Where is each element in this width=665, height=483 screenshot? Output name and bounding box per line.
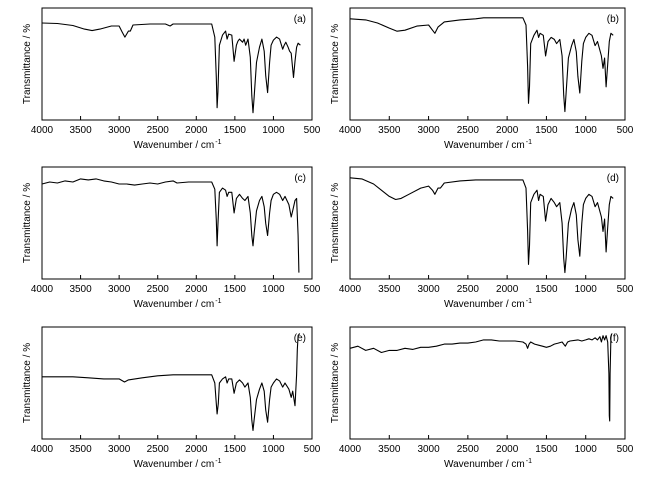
x-tick-label: 3500 (69, 444, 92, 455)
panel-b: (b) Wavenumber / cm -1 Transmittance / %… (330, 7, 634, 151)
panel-label: (a) (294, 14, 306, 25)
x-axis-label: Wavenumber / cm (134, 140, 215, 151)
y-axis-label: Transmittance / % (22, 343, 33, 423)
x-tick-label: 2500 (147, 284, 170, 295)
x-tick-label: 1500 (535, 284, 558, 295)
x-axis-label-superscript: -1 (215, 139, 221, 146)
panel-e: (e) Wavenumber / cm -1 Transmittance / %… (22, 326, 321, 470)
x-tick-label: 3500 (378, 444, 401, 455)
x-tick-label: 3000 (108, 444, 131, 455)
x-tick-label: 4000 (31, 444, 54, 455)
x-tick-label: 1500 (224, 284, 247, 295)
panel-f: (f) Wavenumber / cm -1 Transmittance / %… (330, 326, 634, 470)
y-axis-label: Transmittance / % (22, 24, 33, 104)
x-tick-label: 3500 (378, 125, 401, 136)
x-axis-label: Wavenumber / cm (444, 459, 525, 470)
x-tick-label: 1000 (575, 125, 598, 136)
x-tick-label: 4000 (31, 125, 54, 136)
x-axis-label-superscript: -1 (526, 458, 532, 465)
plot-frame (41, 326, 313, 440)
x-axis-label: Wavenumber / cm (134, 299, 215, 310)
plot-frame (41, 166, 313, 280)
y-axis-label: Transmittance / % (330, 343, 341, 423)
x-tick-label: 4000 (339, 444, 362, 455)
x-tick-label: 3500 (69, 284, 92, 295)
spectrum-line (41, 178, 300, 273)
plot-frame (349, 166, 626, 280)
plot-frame (349, 326, 626, 440)
panel-a: (a) Wavenumber / cm -1 Transmittance / %… (22, 7, 321, 151)
y-axis-label: Transmittance / % (330, 24, 341, 104)
x-tick-label: 3000 (417, 284, 440, 295)
spectrum-line (349, 333, 613, 422)
x-tick-label: 1000 (262, 284, 285, 295)
spectrum-line (41, 22, 301, 114)
x-tick-label: 1500 (224, 125, 247, 136)
x-tick-label: 500 (304, 125, 321, 136)
x-tick-label: 2000 (496, 125, 519, 136)
x-tick-label: 500 (617, 444, 634, 455)
x-tick-label: 500 (304, 284, 321, 295)
x-axis-label: Wavenumber / cm (134, 459, 215, 470)
x-tick-label: 2000 (185, 444, 208, 455)
x-tick-label: 2000 (496, 444, 519, 455)
panel-d: (d) Wavenumber / cm -1 Transmittance / %… (330, 166, 634, 310)
x-axis-label-superscript: -1 (215, 458, 221, 465)
panel-c: (c) Wavenumber / cm -1 Transmittance / %… (22, 166, 321, 310)
y-axis-label: Transmittance / % (22, 183, 33, 263)
x-tick-label: 2500 (147, 444, 170, 455)
x-axis-label-superscript: -1 (526, 298, 532, 305)
x-tick-label: 4000 (31, 284, 54, 295)
x-tick-label: 1000 (262, 125, 285, 136)
x-axis-label: Wavenumber / cm (444, 299, 525, 310)
spectrum-line (42, 333, 301, 431)
panel-label: (f) (610, 333, 619, 344)
x-tick-label: 500 (617, 284, 634, 295)
x-tick-label: 2500 (457, 284, 480, 295)
panel-label: (b) (607, 14, 619, 25)
x-tick-label: 2500 (457, 444, 480, 455)
x-tick-label: 2500 (147, 125, 170, 136)
panel-label: (c) (294, 173, 306, 184)
x-tick-label: 4000 (339, 284, 362, 295)
x-axis-label: Wavenumber / cm (444, 140, 525, 151)
panel-label: (e) (294, 333, 306, 344)
x-tick-label: 3500 (378, 284, 401, 295)
x-tick-label: 1500 (224, 444, 247, 455)
x-axis-label-superscript: -1 (215, 298, 221, 305)
y-axis-label: Transmittance / % (330, 183, 341, 263)
x-tick-label: 2000 (185, 284, 208, 295)
x-tick-label: 4000 (339, 125, 362, 136)
x-tick-label: 3000 (417, 125, 440, 136)
x-tick-label: 1000 (575, 444, 598, 455)
x-tick-label: 2500 (457, 125, 480, 136)
x-tick-label: 1000 (575, 284, 598, 295)
panel-label: (d) (607, 173, 619, 184)
x-axis-label-superscript: -1 (526, 139, 532, 146)
x-tick-label: 1500 (535, 444, 558, 455)
x-tick-label: 500 (617, 125, 634, 136)
x-tick-label: 3000 (417, 444, 440, 455)
plot-frame (41, 7, 313, 121)
x-tick-label: 3500 (69, 125, 92, 136)
x-tick-label: 3000 (108, 125, 131, 136)
plot-frame (349, 7, 626, 121)
x-tick-label: 2000 (496, 284, 519, 295)
x-tick-label: 1500 (535, 125, 558, 136)
x-tick-label: 2000 (185, 125, 208, 136)
x-tick-label: 1000 (262, 444, 285, 455)
spectrum-line (349, 17, 614, 113)
x-tick-label: 500 (304, 444, 321, 455)
x-tick-label: 3000 (108, 284, 131, 295)
spectrum-line (349, 177, 614, 274)
